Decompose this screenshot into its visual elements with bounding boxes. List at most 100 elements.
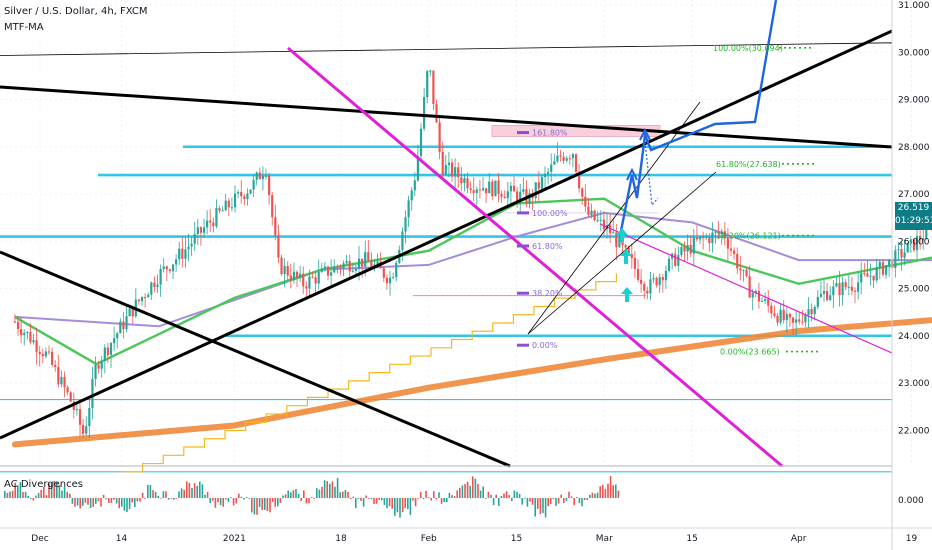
x-tick-label: Apr	[791, 534, 807, 544]
candle-body	[385, 277, 389, 284]
candle-body	[339, 267, 342, 269]
ac-y-tick-label: 0.000	[898, 496, 924, 506]
x-tick-label: 14	[116, 534, 128, 544]
candle-body	[376, 261, 379, 265]
ac-bar	[199, 481, 201, 498]
candle-body	[240, 192, 243, 197]
ac-bar	[24, 491, 27, 498]
ac-bar	[295, 488, 297, 498]
ac-bar	[4, 491, 6, 498]
candle-body	[32, 340, 35, 343]
candle-body	[708, 237, 711, 244]
ac-bar	[388, 498, 391, 507]
candle-body	[348, 261, 351, 272]
candle-body	[416, 156, 420, 181]
ac-bar	[240, 496, 243, 498]
ac-bar	[19, 482, 22, 498]
projection-path	[618, 0, 778, 237]
ac-bar	[284, 494, 287, 498]
candle-body	[785, 314, 788, 321]
candle-body	[543, 173, 547, 177]
candle-body	[798, 319, 801, 322]
candle-body	[488, 181, 491, 194]
ac-bar	[612, 485, 614, 498]
candle-body	[915, 235, 919, 251]
ac-bar	[386, 498, 388, 509]
candle-body	[367, 252, 370, 261]
candle-body	[140, 297, 144, 302]
ac-bar	[243, 498, 245, 500]
candle-body	[869, 275, 872, 277]
candle-body	[841, 282, 844, 296]
fib-label-inner: 100.00%	[532, 209, 568, 218]
candle-body	[875, 267, 878, 281]
lower-panel-title[interactable]: AC Divergences	[4, 479, 84, 490]
candle-body	[857, 282, 860, 292]
candle-body	[478, 189, 482, 191]
candle-body	[866, 273, 869, 277]
candle-body	[153, 282, 156, 288]
ac-bar	[248, 498, 250, 499]
ac-bar	[48, 482, 50, 498]
candle-body	[302, 273, 305, 287]
candle-body	[624, 245, 627, 248]
candle-body	[137, 299, 141, 302]
candle-body	[94, 365, 97, 380]
fib-label-inner: 38.20%	[532, 289, 563, 298]
ac-histogram	[4, 476, 620, 518]
ac-bar	[264, 498, 266, 510]
y-tick-label: 28.000	[898, 143, 930, 153]
candle-body	[426, 71, 429, 98]
candle-body	[494, 180, 497, 197]
candle-body	[392, 277, 395, 279]
candle-body	[78, 409, 82, 425]
y-tick-label: 30.000	[898, 48, 930, 58]
candle-body	[658, 277, 661, 286]
ac-bar	[69, 493, 71, 498]
candle-body	[357, 258, 361, 269]
ac-bar	[178, 491, 180, 498]
candle-body	[215, 208, 218, 227]
ac-bar	[123, 498, 126, 511]
candle-body	[252, 179, 255, 190]
candle-body	[593, 210, 596, 221]
candle-body	[574, 154, 578, 172]
candle-body	[57, 366, 60, 385]
candle-body	[212, 222, 215, 227]
candle-body	[75, 409, 79, 411]
y-tick-label: 27.000	[898, 190, 930, 200]
candle-body	[791, 317, 795, 323]
candle-body	[69, 392, 72, 402]
candle-body	[326, 266, 330, 276]
channel-line-lower	[527, 171, 717, 335]
ac-bar	[573, 498, 575, 506]
ac-bar	[22, 492, 24, 498]
indicator-label[interactable]: MTF-MA	[4, 22, 44, 33]
ac-bar	[563, 498, 565, 504]
trend-line-falling	[0, 250, 511, 468]
ac-bar	[344, 490, 347, 498]
x-tick-label: 15	[686, 534, 697, 544]
candle-body	[612, 232, 615, 234]
candle-body	[779, 309, 782, 323]
candle-body	[900, 249, 903, 258]
candle-body	[274, 217, 277, 236]
ac-bar	[63, 487, 66, 498]
ac-bar	[370, 498, 373, 500]
last-price-badge: 26.519 01:29:53	[895, 202, 932, 230]
ac-bar	[490, 494, 492, 498]
candle-body	[206, 220, 209, 228]
x-tick-label: Dec	[31, 534, 48, 544]
y-tick-label: 29.000	[898, 96, 930, 106]
ac-bar	[287, 490, 289, 498]
candle-body	[258, 172, 261, 180]
candle-body	[209, 220, 212, 223]
ac-bar	[183, 489, 185, 498]
ac-bar	[126, 498, 128, 512]
candle-body	[698, 236, 702, 240]
candle-body	[804, 315, 807, 323]
up-arrow-icon	[620, 249, 632, 264]
candle-body	[29, 332, 32, 343]
ac-bar	[524, 497, 526, 499]
